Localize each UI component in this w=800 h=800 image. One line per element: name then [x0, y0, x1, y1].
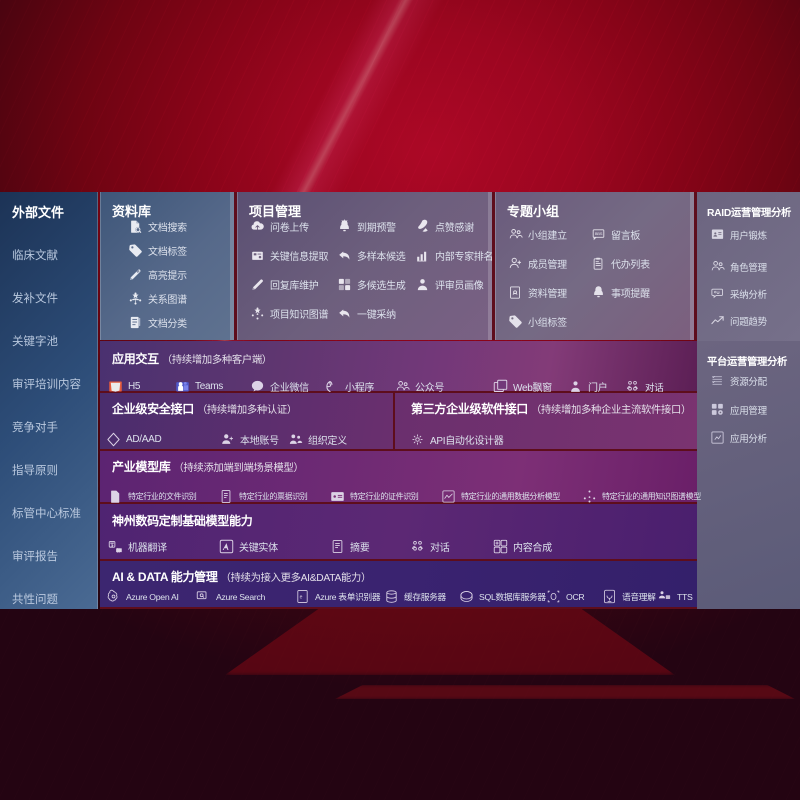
svg-text:BBS: BBS	[595, 231, 603, 236]
svg-text:e: e	[300, 594, 303, 600]
